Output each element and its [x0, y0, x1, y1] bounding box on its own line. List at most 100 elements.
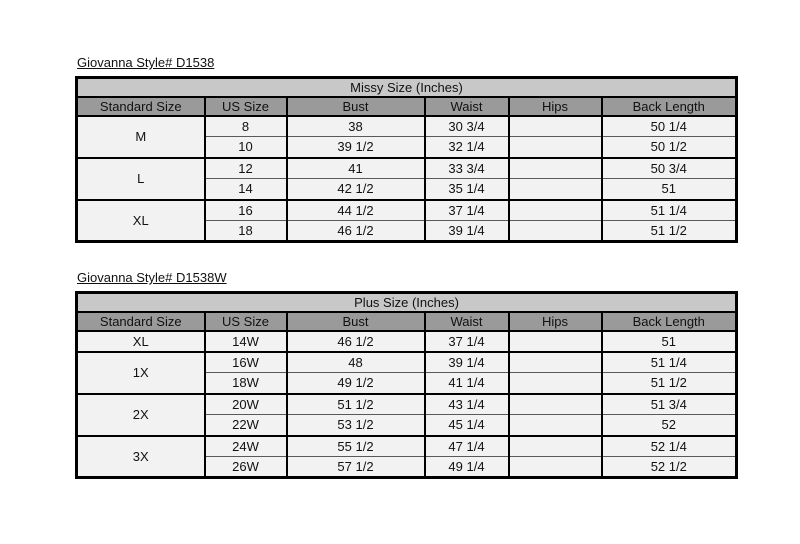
table-row: 3X 24W 55 1/2 47 1/4 52 1/4	[75, 434, 738, 478]
hips-cell	[507, 178, 603, 200]
us-size-cell: 22W	[203, 414, 288, 436]
waist-cell: 30 3/4	[423, 114, 510, 137]
waist-cell: 37 1/4	[423, 198, 510, 221]
hips-cell	[507, 220, 603, 242]
us-size-cell: 12	[203, 156, 288, 179]
table-row: 10 39 1/2 32 1/4 50 1/2	[77, 136, 738, 158]
column-header-waist: Waist	[423, 96, 510, 117]
standard-size-cell: XL	[75, 329, 206, 352]
standard-size-cell: M	[75, 114, 206, 158]
hips-cell	[507, 456, 603, 478]
bust-cell: 46 1/2	[285, 329, 426, 352]
bust-cell: 38	[285, 114, 426, 137]
us-size-cell: 10	[203, 136, 288, 158]
bust-cell: 53 1/2	[285, 414, 426, 436]
back-length-cell: 51 3/4	[600, 392, 738, 415]
back-length-cell: 51	[600, 178, 738, 200]
bust-cell: 55 1/2	[285, 434, 426, 457]
back-length-cell: 51 1/2	[600, 220, 738, 242]
hips-cell	[507, 392, 603, 415]
us-size-cell: 16	[203, 198, 288, 221]
back-length-cell: 50 1/2	[600, 136, 738, 158]
column-header-back-length: Back Length	[600, 311, 738, 332]
plus-size-chart-section: Giovanna Style# D1538W Plus Size (Inches…	[75, 269, 739, 479]
table-row: XL 14W 46 1/2 37 1/4 51	[75, 329, 738, 352]
waist-cell: 43 1/4	[423, 392, 510, 415]
standard-size-cell: 3X	[75, 434, 206, 478]
back-length-cell: 52 1/4	[600, 434, 738, 457]
column-header-hips: Hips	[507, 96, 603, 117]
waist-cell: 45 1/4	[423, 414, 510, 436]
standard-size-cell: 1X	[75, 350, 206, 394]
back-length-cell: 52 1/2	[600, 456, 738, 478]
column-header-back-length: Back Length	[600, 96, 738, 117]
column-header-bust: Bust	[285, 96, 426, 117]
standard-size-cell: XL	[75, 198, 206, 242]
column-header-row: Standard Size US Size Bust Waist Hips Ba…	[75, 96, 738, 117]
column-header-standard-size: Standard Size	[75, 96, 206, 117]
us-size-cell: 8	[203, 114, 288, 137]
band-row: Missy Size (Inches)	[76, 77, 737, 98]
us-size-cell: 18	[203, 220, 288, 242]
chart-title-missy: Giovanna Style# D1538	[77, 55, 215, 70]
waist-cell: 39 1/4	[423, 350, 510, 373]
back-length-cell: 50 1/4	[600, 114, 738, 137]
bust-cell: 57 1/2	[285, 456, 426, 478]
waist-cell: 39 1/4	[423, 220, 510, 242]
us-size-cell: 14	[203, 178, 288, 200]
table-row: 18 46 1/2 39 1/4 51 1/2	[77, 220, 738, 242]
bust-cell: 39 1/2	[285, 136, 426, 158]
chart-title-plus: Giovanna Style# D1538W	[77, 270, 227, 285]
table-row: XL 16 44 1/2 37 1/4 51 1/4	[75, 198, 738, 242]
missy-size-table: Missy Size (Inches) Standard Size US Siz…	[75, 76, 739, 243]
table-row: M 8 38 30 3/4 50 1/4	[75, 114, 738, 158]
band-row: Plus Size (Inches)	[76, 292, 737, 313]
bust-cell: 48	[285, 350, 426, 373]
plus-size-table: Plus Size (Inches) Standard Size US Size…	[75, 291, 739, 479]
hips-cell	[507, 114, 603, 137]
column-header-row: Standard Size US Size Bust Waist Hips Ba…	[75, 311, 738, 332]
waist-cell: 35 1/4	[423, 178, 510, 200]
column-header-bust: Bust	[285, 311, 426, 332]
hips-cell	[507, 156, 603, 179]
bust-cell: 51 1/2	[285, 392, 426, 415]
waist-cell: 47 1/4	[423, 434, 510, 457]
hips-cell	[507, 329, 603, 352]
bust-cell: 44 1/2	[285, 198, 426, 221]
table-row: L 12 41 33 3/4 50 3/4	[75, 156, 738, 200]
hips-cell	[507, 434, 603, 457]
waist-cell: 32 1/4	[423, 136, 510, 158]
bust-cell: 41	[285, 156, 426, 179]
bust-cell: 49 1/2	[285, 372, 426, 394]
band-title: Missy Size (Inches)	[76, 77, 737, 98]
bust-cell: 42 1/2	[285, 178, 426, 200]
column-header-hips: Hips	[507, 311, 603, 332]
hips-cell	[507, 414, 603, 436]
us-size-cell: 20W	[203, 392, 288, 415]
us-size-cell: 24W	[203, 434, 288, 457]
table-row: 2X 20W 51 1/2 43 1/4 51 3/4	[75, 392, 738, 436]
bust-cell: 46 1/2	[285, 220, 426, 242]
back-length-cell: 51 1/4	[600, 198, 738, 221]
us-size-cell: 16W	[203, 350, 288, 373]
hips-cell	[507, 372, 603, 394]
band-title: Plus Size (Inches)	[76, 292, 737, 313]
back-length-cell: 52	[600, 414, 738, 436]
back-length-cell: 51 1/2	[600, 372, 738, 394]
us-size-cell: 26W	[203, 456, 288, 478]
column-header-us-size: US Size	[203, 311, 288, 332]
back-length-cell: 51	[600, 329, 738, 352]
hips-cell	[507, 350, 603, 373]
table-row: 22W 53 1/2 45 1/4 52	[77, 414, 738, 436]
standard-size-cell: L	[75, 156, 206, 200]
column-header-us-size: US Size	[203, 96, 288, 117]
column-header-waist: Waist	[423, 311, 510, 332]
table-row: 26W 57 1/2 49 1/4 52 1/2	[77, 456, 738, 478]
back-length-cell: 50 3/4	[600, 156, 738, 179]
hips-cell	[507, 198, 603, 221]
back-length-cell: 51 1/4	[600, 350, 738, 373]
plus-size-table-body: XL 14W 46 1/2 37 1/4 51 1X 16W 48 39 1/4 51 1/4 18…	[75, 329, 738, 478]
waist-cell: 37 1/4	[423, 329, 510, 352]
missy-size-table-body: M 8 38 30 3/4 50 1/4 10 39 1/2 32 1/4 50 1/2 L 12 4…	[75, 114, 738, 242]
